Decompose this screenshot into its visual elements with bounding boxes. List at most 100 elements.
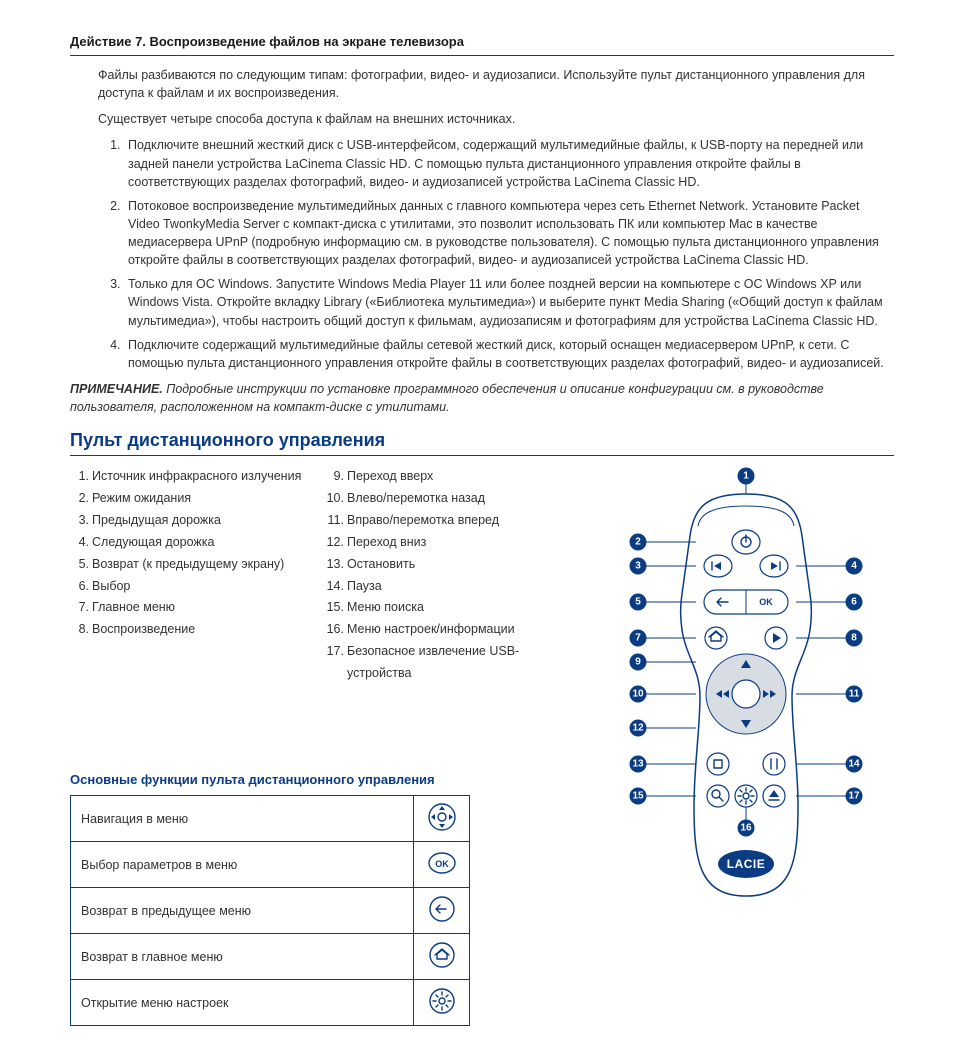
svg-text:OK: OK: [435, 859, 449, 869]
access-method-item: Подключите содержащий мультимедийные фай…: [124, 336, 894, 372]
legend-item: 5.Возврат (к предыдущему экрану): [70, 554, 315, 576]
svg-text:14: 14: [848, 759, 860, 770]
legend-item: 16.Меню настроек/информации: [325, 619, 570, 641]
next-track-button: [760, 555, 788, 577]
remote-section-title: Пульт дистанционного управления: [70, 430, 894, 456]
intro-paragraph-2: Существует четыре способа доступа к файл…: [98, 110, 894, 128]
svg-text:5: 5: [635, 597, 641, 608]
legend-list-left: 1.Источник инфракрасного излучения2.Режи…: [70, 466, 315, 685]
callout-2: 2: [630, 534, 697, 551]
legend-list-right: 9.Переход вверх10.Влево/перемотка назад1…: [325, 466, 570, 685]
back-icon: [414, 888, 470, 934]
note-text: Подробные инструкции по установке програ…: [70, 382, 824, 414]
svg-text:9: 9: [635, 657, 641, 668]
access-method-item: Подключите внешний жесткий диск с USB-ин…: [124, 136, 894, 190]
callout-17: 17: [796, 788, 863, 805]
table-row: Открытие меню настроек: [71, 980, 470, 1026]
ok-label: OK: [759, 597, 773, 607]
legend-item: 1.Источник инфракрасного излучения: [70, 466, 315, 488]
legend-item: 13.Остановить: [325, 554, 570, 576]
svg-text:12: 12: [632, 723, 644, 734]
legend-item: 10.Влево/перемотка назад: [325, 488, 570, 510]
access-methods-list: Подключите внешний жесткий диск с USB-ин…: [124, 136, 894, 372]
callout-15: 15: [630, 788, 697, 805]
callout-10: 10: [630, 686, 697, 703]
ok-icon: OK: [414, 842, 470, 888]
legend-item: 2.Режим ожидания: [70, 488, 315, 510]
svg-text:LACIE: LACIE: [727, 857, 766, 871]
pause-button: [763, 753, 785, 775]
callout-14: 14: [796, 756, 863, 773]
table-row: Выбор параметров в меню OK: [71, 842, 470, 888]
svg-text:8: 8: [851, 633, 857, 644]
table-row: Возврат в предыдущее меню: [71, 888, 470, 934]
home-icon: [414, 934, 470, 980]
dpad-icon: [414, 796, 470, 842]
remote-top-bezel: [698, 506, 794, 526]
access-method-item: Потоковое воспроизведение мультимедийных…: [124, 197, 894, 270]
function-label: Навигация в меню: [71, 796, 414, 842]
intro-paragraph-1: Файлы разбиваются по следующим типам: фо…: [98, 66, 894, 102]
legend-item: 7.Главное меню: [70, 597, 315, 619]
functions-table: Навигация в меню Выбор параметров в меню…: [70, 795, 470, 1026]
legend-item: 15.Меню поиска: [325, 597, 570, 619]
svg-text:11: 11: [849, 689, 860, 700]
legend-item: 17.Безопасное извлечение USB-устройства: [325, 641, 570, 685]
table-row: Навигация в меню: [71, 796, 470, 842]
remote-diagram-wrap: OK: [586, 466, 906, 926]
note-label: ПРИМЕЧАНИЕ.: [70, 382, 163, 396]
legend-item: 3.Предыдущая дорожка: [70, 510, 315, 532]
functions-block: Основные функции пульта дистанционного у…: [70, 772, 570, 1026]
svg-text:13: 13: [632, 759, 644, 770]
svg-text:10: 10: [632, 689, 644, 700]
function-label: Возврат в предыдущее меню: [71, 888, 414, 934]
stop-button: [707, 753, 729, 775]
note-paragraph: ПРИМЕЧАНИЕ. Подробные инструкции по уста…: [70, 380, 894, 416]
svg-text:2: 2: [635, 537, 641, 548]
svg-text:6: 6: [851, 597, 857, 608]
function-label: Возврат в главное меню: [71, 934, 414, 980]
remote-diagram: OK: [586, 466, 906, 926]
legend-item: 8.Воспроизведение: [70, 619, 315, 641]
callout-16: 16: [738, 807, 755, 837]
svg-text:1: 1: [743, 471, 749, 482]
eject-button: [763, 785, 785, 807]
svg-text:17: 17: [848, 791, 860, 802]
search-button: [707, 785, 729, 807]
function-label: Выбор параметров в меню: [71, 842, 414, 888]
legend-item: 9.Переход вверх: [325, 466, 570, 488]
functions-title: Основные функции пульта дистанционного у…: [70, 772, 570, 787]
callout-1: 1: [738, 468, 755, 495]
back-ok-group: OK: [704, 590, 788, 614]
function-label: Открытие меню настроек: [71, 980, 414, 1026]
svg-text:4: 4: [851, 561, 857, 572]
lacie-logo: LACIE: [718, 850, 774, 878]
access-method-item: Только для ОС Windows. Запустите Windows…: [124, 275, 894, 329]
legend-item: 11.Вправо/перемотка вперед: [325, 510, 570, 532]
home-button: [705, 627, 727, 649]
callout-11: 11: [796, 686, 863, 703]
callout-9: 9: [630, 654, 697, 671]
dpad-group: [706, 654, 786, 734]
svg-text:3: 3: [635, 561, 641, 572]
callout-13: 13: [630, 756, 697, 773]
callout-12: 12: [630, 720, 697, 737]
svg-text:16: 16: [740, 823, 752, 834]
prev-track-button: [704, 555, 732, 577]
svg-text:15: 15: [632, 791, 644, 802]
callouts-group: 1234567891011121314151716: [630, 468, 863, 837]
legend-item: 4.Следующая дорожка: [70, 532, 315, 554]
callout-5: 5: [630, 594, 697, 611]
legend-columns: 1.Источник инфракрасного излучения2.Режи…: [70, 466, 570, 685]
svg-text:7: 7: [635, 633, 641, 644]
legend-item: 6.Выбор: [70, 576, 315, 598]
gear-icon: [414, 980, 470, 1026]
callout-6: 6: [796, 594, 863, 611]
step-title: Действие 7. Воспроизведение файлов на эк…: [70, 34, 894, 56]
legend-item: 14.Пауза: [325, 576, 570, 598]
legend-item: 12.Переход вниз: [325, 532, 570, 554]
power-button: [732, 530, 760, 554]
settings-button: [735, 785, 757, 807]
document-page: Действие 7. Воспроизведение файлов на эк…: [0, 0, 954, 1056]
table-row: Возврат в главное меню: [71, 934, 470, 980]
